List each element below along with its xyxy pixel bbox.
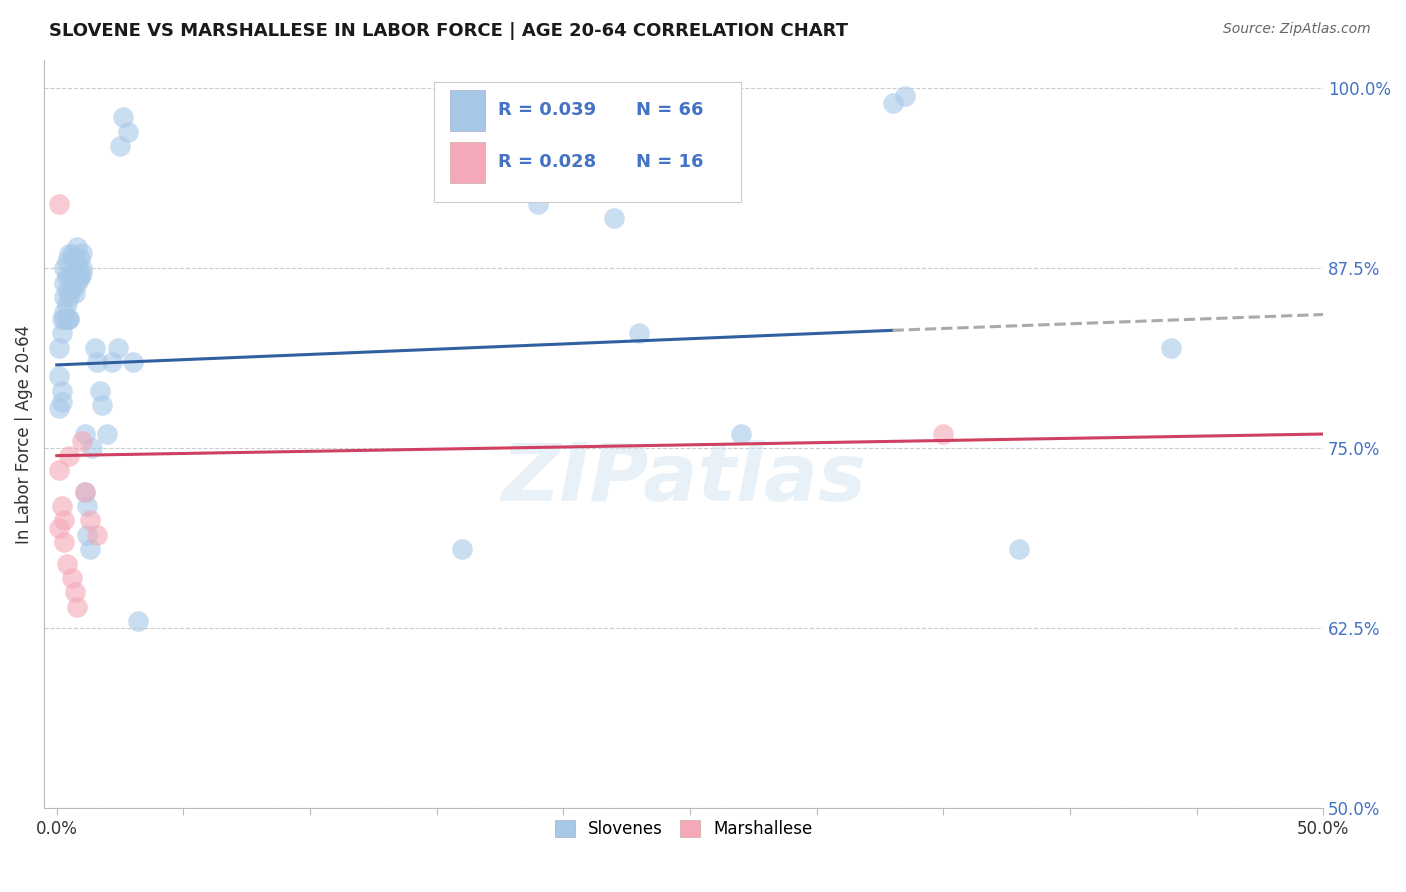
Point xyxy=(882,95,904,110)
Text: Source: ZipAtlas.com: Source: ZipAtlas.com xyxy=(1223,22,1371,37)
Point xyxy=(63,252,86,266)
Point xyxy=(58,268,80,283)
Point xyxy=(70,261,93,276)
Point xyxy=(73,484,96,499)
Point xyxy=(53,261,76,276)
Point xyxy=(58,247,80,261)
Text: R = 0.028: R = 0.028 xyxy=(498,153,596,171)
Point xyxy=(121,355,143,369)
Point xyxy=(83,341,105,355)
Text: N = 66: N = 66 xyxy=(637,101,704,119)
Point xyxy=(66,257,89,271)
Point xyxy=(48,521,70,535)
Point xyxy=(96,427,118,442)
Point xyxy=(63,585,86,599)
Point xyxy=(86,355,108,369)
Point xyxy=(58,290,80,304)
Point xyxy=(101,355,124,369)
Point xyxy=(527,196,550,211)
Point xyxy=(91,398,114,412)
Point xyxy=(60,268,83,283)
Point xyxy=(53,311,76,326)
Point xyxy=(117,125,139,139)
Point xyxy=(58,449,80,463)
Point xyxy=(111,110,134,124)
Point xyxy=(73,427,96,442)
Point xyxy=(58,311,80,326)
FancyBboxPatch shape xyxy=(450,142,485,183)
Point xyxy=(60,247,83,261)
Point xyxy=(1008,542,1031,557)
Point xyxy=(69,271,91,285)
Point xyxy=(53,276,76,290)
Point xyxy=(60,280,83,294)
Point xyxy=(66,240,89,254)
Y-axis label: In Labor Force | Age 20-64: In Labor Force | Age 20-64 xyxy=(15,325,32,543)
Point xyxy=(48,341,70,355)
Point xyxy=(56,254,79,268)
Point xyxy=(60,283,83,297)
Point xyxy=(69,268,91,283)
Point xyxy=(51,499,73,513)
Point xyxy=(51,326,73,341)
Point xyxy=(603,211,626,225)
Point xyxy=(48,369,70,384)
Point xyxy=(70,434,93,449)
Point xyxy=(56,283,79,297)
Point xyxy=(66,599,89,614)
Point xyxy=(76,528,98,542)
Point xyxy=(79,542,101,557)
Point xyxy=(932,427,955,442)
Text: ZIPatlas: ZIPatlas xyxy=(501,440,866,518)
Point xyxy=(70,245,93,260)
Point xyxy=(53,304,76,318)
Point xyxy=(53,535,76,549)
FancyBboxPatch shape xyxy=(434,82,741,202)
Point xyxy=(48,463,70,477)
Point xyxy=(127,614,149,628)
Point xyxy=(82,442,104,456)
Point xyxy=(51,311,73,326)
Point xyxy=(108,139,131,153)
Point xyxy=(53,513,76,527)
Point xyxy=(51,395,73,409)
Point xyxy=(63,285,86,300)
Point xyxy=(79,513,101,527)
Point xyxy=(51,384,73,398)
Point xyxy=(48,401,70,416)
Point xyxy=(56,268,79,283)
Point xyxy=(89,384,111,398)
Point xyxy=(76,499,98,513)
Point xyxy=(48,196,70,211)
Point xyxy=(70,266,93,280)
Point xyxy=(56,311,79,326)
Point xyxy=(628,326,651,341)
Point xyxy=(60,571,83,585)
Point xyxy=(1160,341,1182,355)
Point xyxy=(66,276,89,290)
Point xyxy=(730,427,752,442)
Point xyxy=(56,297,79,311)
Legend: Slovenes, Marshallese: Slovenes, Marshallese xyxy=(548,814,820,845)
Point xyxy=(894,88,917,103)
Point xyxy=(53,290,76,304)
Text: N = 16: N = 16 xyxy=(637,153,704,171)
Point xyxy=(56,557,79,571)
Point xyxy=(63,266,86,280)
FancyBboxPatch shape xyxy=(450,89,485,131)
Point xyxy=(86,528,108,542)
Point xyxy=(107,341,129,355)
Point xyxy=(73,484,96,499)
Point xyxy=(58,311,80,326)
Text: R = 0.039: R = 0.039 xyxy=(498,101,596,119)
Point xyxy=(451,542,474,557)
Point xyxy=(69,252,91,266)
Text: SLOVENE VS MARSHALLESE IN LABOR FORCE | AGE 20-64 CORRELATION CHART: SLOVENE VS MARSHALLESE IN LABOR FORCE | … xyxy=(49,22,848,40)
Point xyxy=(63,261,86,276)
